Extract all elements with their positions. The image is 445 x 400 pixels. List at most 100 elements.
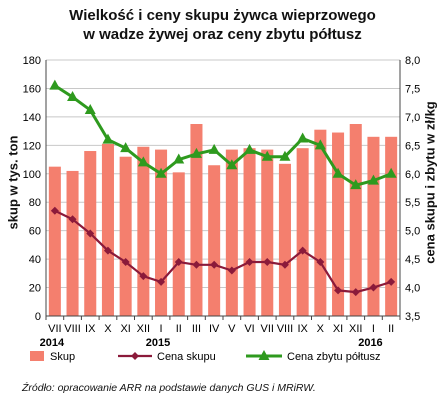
bar-skup: [314, 129, 327, 316]
x-tick-label: I: [372, 323, 375, 335]
bar-skup: [332, 132, 345, 316]
x-tick-label: X: [317, 323, 325, 335]
y-tick-left: 160: [23, 83, 41, 95]
y-tick-right: 5,0: [405, 226, 420, 238]
bar-skup: [385, 136, 398, 316]
bar-skup: [208, 165, 221, 316]
x-tick-label: III: [192, 323, 201, 335]
point-cena-skupu: [334, 286, 343, 295]
legend-marker-cena-zbytu: [258, 350, 270, 360]
x-tick-label: IX: [85, 323, 96, 335]
point-cena-zbytu: [385, 167, 397, 178]
point-cena-skupu: [387, 277, 396, 286]
y-tick-right: 6,5: [405, 140, 420, 152]
legend-label-cena-skupu: Cena skupu: [157, 351, 216, 363]
bar-skup: [225, 149, 238, 316]
line-cena-skupu: [54, 209, 392, 294]
point-cena-skupu: [157, 277, 166, 286]
point-cena-skupu: [280, 260, 289, 269]
bar-skup: [243, 148, 256, 316]
point-cena-zbytu: [314, 139, 326, 150]
point-cena-zbytu: [261, 150, 273, 161]
y-tick-left: 0: [35, 311, 41, 323]
legend-marker-cena-skupu: [131, 352, 139, 360]
y-tick-left: 80: [29, 197, 41, 209]
x-tick-label: X: [104, 323, 112, 335]
x-tick-label: IX: [297, 323, 308, 335]
bar-skup: [261, 149, 274, 316]
x-tick-label: II: [388, 323, 394, 335]
point-cena-skupu: [121, 257, 130, 266]
point-cena-zbytu: [226, 159, 238, 170]
point-cena-skupu: [263, 257, 272, 266]
point-cena-zbytu: [120, 142, 132, 153]
y-tick-left: 20: [29, 283, 41, 295]
point-cena-zbytu: [173, 153, 185, 164]
chart-title-line2: w wadze żywej oraz ceny zbytu półtusz: [83, 26, 362, 43]
x-tick-label: VIII: [64, 323, 81, 335]
bar-skup: [119, 156, 132, 316]
y-tick-right: 6,0: [405, 169, 420, 181]
point-cena-zbytu: [367, 174, 379, 185]
point-cena-skupu: [192, 260, 201, 269]
point-cena-skupu: [369, 283, 378, 292]
y-tick-left: 60: [29, 226, 41, 238]
y-tick-left: 40: [29, 254, 41, 266]
bar-skup: [172, 172, 185, 316]
point-cena-zbytu: [244, 143, 256, 154]
year-label: 2015: [146, 337, 170, 349]
x-tick-label: VII: [48, 323, 61, 335]
y-tick-right: 5,5: [405, 197, 420, 209]
x-tick-label: XI: [333, 323, 343, 335]
y-tick-right: 4,5: [405, 254, 420, 266]
point-cena-zbytu: [208, 143, 220, 154]
point-cena-skupu: [139, 272, 148, 281]
chart-title: Wielkość i ceny skupu żywca wieprzowego …: [0, 6, 445, 44]
point-cena-skupu: [298, 246, 307, 255]
point-cena-skupu: [210, 260, 219, 269]
x-tick-label: VII: [261, 323, 274, 335]
bar-skup: [278, 163, 291, 316]
legend-label-cena-zbytu: Cena zbytu półtusz: [287, 351, 381, 363]
bar-skup: [101, 143, 114, 316]
point-cena-skupu: [50, 206, 59, 215]
point-cena-zbytu: [155, 167, 167, 178]
year-label: 2016: [358, 337, 382, 349]
point-cena-skupu: [316, 257, 325, 266]
point-cena-zbytu: [49, 79, 61, 90]
point-cena-skupu: [103, 246, 112, 255]
y-tick-left: 180: [23, 55, 41, 67]
bar-skup: [48, 166, 61, 316]
bar-skup: [190, 124, 203, 316]
point-cena-zbytu: [67, 90, 79, 101]
y-tick-left: 140: [23, 112, 41, 124]
legend-swatch-skup: [30, 351, 44, 361]
y-tick-right: 3,5: [405, 311, 420, 323]
x-tick-label: VI: [244, 323, 254, 335]
y-tick-right: 8,0: [405, 55, 420, 67]
point-cena-zbytu: [297, 132, 309, 143]
point-cena-skupu: [227, 266, 236, 275]
bar-skup: [66, 170, 79, 316]
point-cena-zbytu: [137, 156, 149, 167]
y-tick-right: 4,0: [405, 283, 420, 295]
source-note: Źródło: opracowanie ARR na podstawie dan…: [22, 382, 316, 394]
year-label: 2014: [40, 337, 65, 349]
bar-skup: [137, 146, 150, 316]
point-cena-skupu: [174, 257, 183, 266]
x-tick-label: II: [176, 323, 182, 335]
point-cena-skupu: [86, 229, 95, 238]
point-cena-skupu: [351, 288, 360, 297]
x-tick-label: VIII: [277, 323, 294, 335]
bar-skup: [296, 148, 309, 316]
point-cena-zbytu: [190, 147, 202, 158]
legend-label-skup: Skup: [50, 351, 75, 363]
point-cena-zbytu: [102, 133, 114, 144]
point-cena-zbytu: [350, 179, 362, 190]
x-tick-label: V: [228, 323, 236, 335]
y-tick-right: 7,5: [405, 83, 420, 95]
chart-title-line1: Wielkość i ceny skupu żywca wieprzowego: [69, 7, 376, 24]
point-cena-zbytu: [84, 104, 96, 115]
x-tick-label: I: [160, 323, 163, 335]
